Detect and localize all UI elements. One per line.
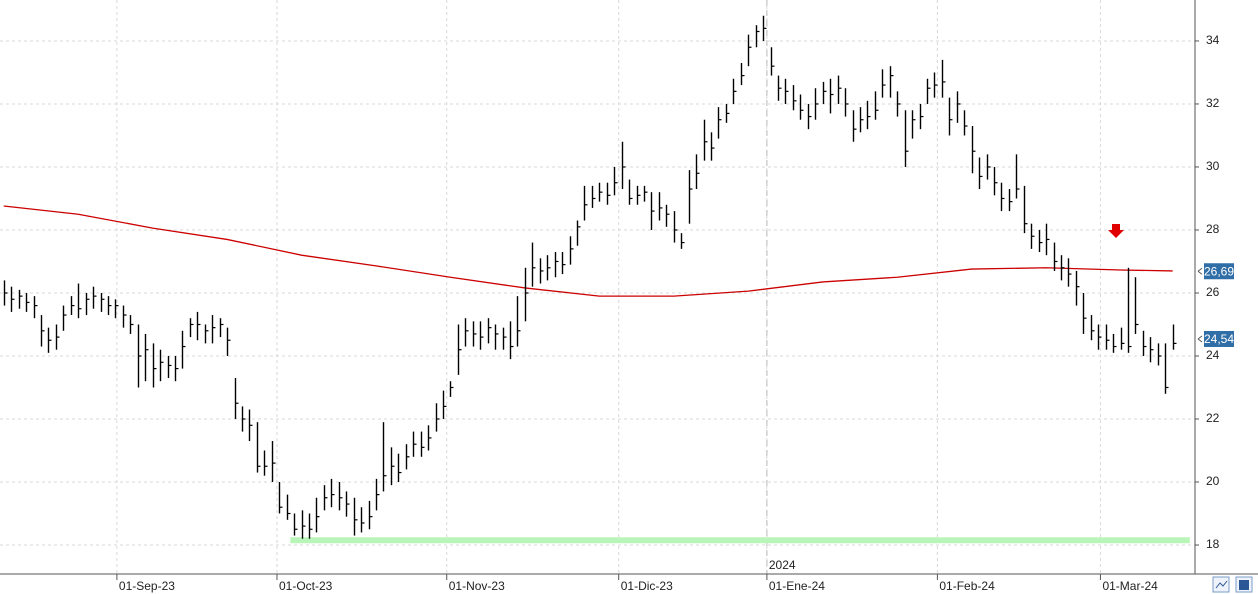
y-tick-label: 22 (1206, 411, 1220, 425)
year-label: 2024 (769, 558, 796, 572)
y-tick-label: 30 (1206, 159, 1220, 173)
y-tick-label: 32 (1206, 96, 1220, 110)
x-tick-label: 01-Dic-23 (621, 579, 673, 593)
toolbar (1212, 576, 1253, 593)
y-tick-label: 26 (1206, 285, 1220, 299)
y-tick-label: 24 (1206, 348, 1220, 362)
x-tick-label: 01-Sep-23 (119, 579, 175, 593)
price-label-box (1204, 330, 1234, 347)
y-tick-label: 18 (1206, 537, 1220, 551)
moving-average (3, 205, 1173, 297)
plot-area: 18 20 22 24 26 28 30 32 34 01-Sep-23 01-Oct-23 01-N… (0, 0, 1220, 593)
x-tick-label: 01-Feb-24 (939, 579, 995, 593)
y-tick-label: 34 (1206, 33, 1220, 47)
price-label-box (1204, 263, 1234, 280)
x-tick-label: 01-Ene-24 (769, 579, 825, 593)
price-pointer (1197, 267, 1203, 275)
price-label: 24,54 (1204, 332, 1234, 346)
y-tick-label: 20 (1206, 474, 1220, 488)
price-label: 26,69 (1204, 264, 1234, 278)
price-pointer (1197, 335, 1203, 343)
x-tick-label: 01-Mar-24 (1102, 579, 1158, 593)
x-tick-label: 01-Nov-23 (449, 579, 505, 593)
signal-arrow (1108, 224, 1124, 238)
x-tick-label: 01-Oct-23 (279, 579, 333, 593)
save-icon (1239, 580, 1249, 590)
y-tick-label: 28 (1206, 222, 1220, 236)
zoom-icon (1215, 580, 1228, 589)
